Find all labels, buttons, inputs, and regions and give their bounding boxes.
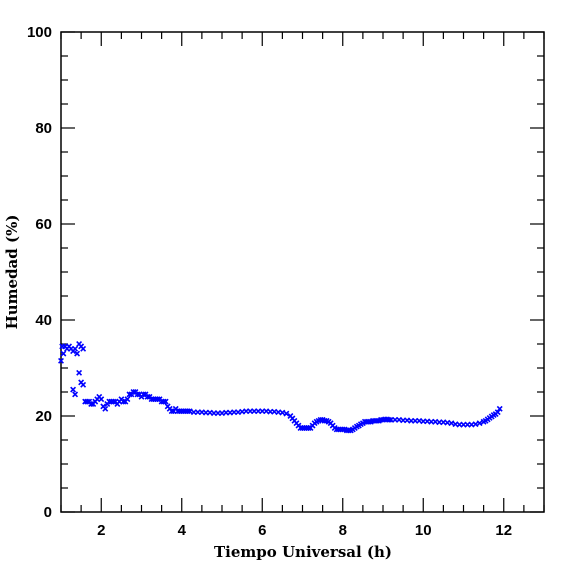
- data-point: [448, 420, 455, 427]
- data-point: [144, 393, 151, 400]
- data-point: [496, 405, 503, 412]
- data-point: [321, 417, 328, 424]
- data-point: [162, 398, 169, 405]
- y-axis-label: Humedad (%): [3, 215, 21, 330]
- data-point: [72, 391, 79, 398]
- data-point: [134, 391, 141, 398]
- x-tick-label: 4: [178, 522, 187, 539]
- data-point: [84, 398, 91, 405]
- data-point: [124, 396, 131, 403]
- data-point: [126, 391, 133, 398]
- x-tick-label: 12: [495, 522, 512, 539]
- data-point: [476, 420, 483, 427]
- data-point: [184, 408, 191, 415]
- y-tick-label: 40: [35, 312, 52, 329]
- data-point: [80, 381, 87, 388]
- axis-tick-labels: 2 4 6 8 10 12 0 20 40 60 80 100: [27, 24, 512, 539]
- data-point: [472, 421, 479, 428]
- data-points: [58, 341, 503, 434]
- data-point: [305, 425, 312, 431]
- data-point: [102, 405, 109, 412]
- data-point: [186, 408, 193, 415]
- data-point: [98, 396, 105, 403]
- data-point: [80, 345, 87, 352]
- plot-frame: [60, 31, 545, 513]
- data-point: [120, 398, 127, 405]
- data-point: [365, 418, 372, 425]
- x-axis-label: Tiempo Universal (h): [214, 543, 392, 561]
- x-tick-label: 8: [339, 522, 347, 539]
- x-tick-label: 2: [97, 522, 105, 539]
- data-point: [72, 345, 79, 352]
- data-point: [339, 426, 346, 433]
- y-tick-label: 20: [35, 408, 52, 425]
- data-point: [76, 369, 83, 376]
- x-tick-label: 10: [415, 522, 432, 539]
- data-point: [345, 427, 352, 434]
- data-point: [140, 391, 147, 398]
- data-point: [168, 408, 175, 415]
- y-tick-label: 60: [35, 216, 52, 233]
- data-point: [58, 357, 64, 364]
- y-tick-label: 0: [44, 504, 52, 521]
- data-point: [160, 398, 167, 405]
- x-tick-label: 6: [258, 522, 266, 539]
- data-point: [317, 416, 324, 423]
- axis-ticks: [60, 31, 545, 513]
- data-point: [74, 350, 81, 357]
- data-point: [279, 409, 286, 416]
- data-point: [110, 398, 117, 405]
- data-point: [283, 410, 290, 417]
- data-point: [70, 386, 77, 393]
- data-point: [494, 409, 501, 416]
- data-point: [373, 417, 380, 424]
- y-tick-label: 100: [27, 24, 52, 41]
- y-tick-label: 80: [35, 120, 52, 137]
- data-point: [154, 396, 161, 403]
- data-point: [60, 350, 67, 357]
- data-point: [130, 389, 137, 395]
- data-point: [386, 416, 393, 423]
- data-point: [88, 401, 95, 407]
